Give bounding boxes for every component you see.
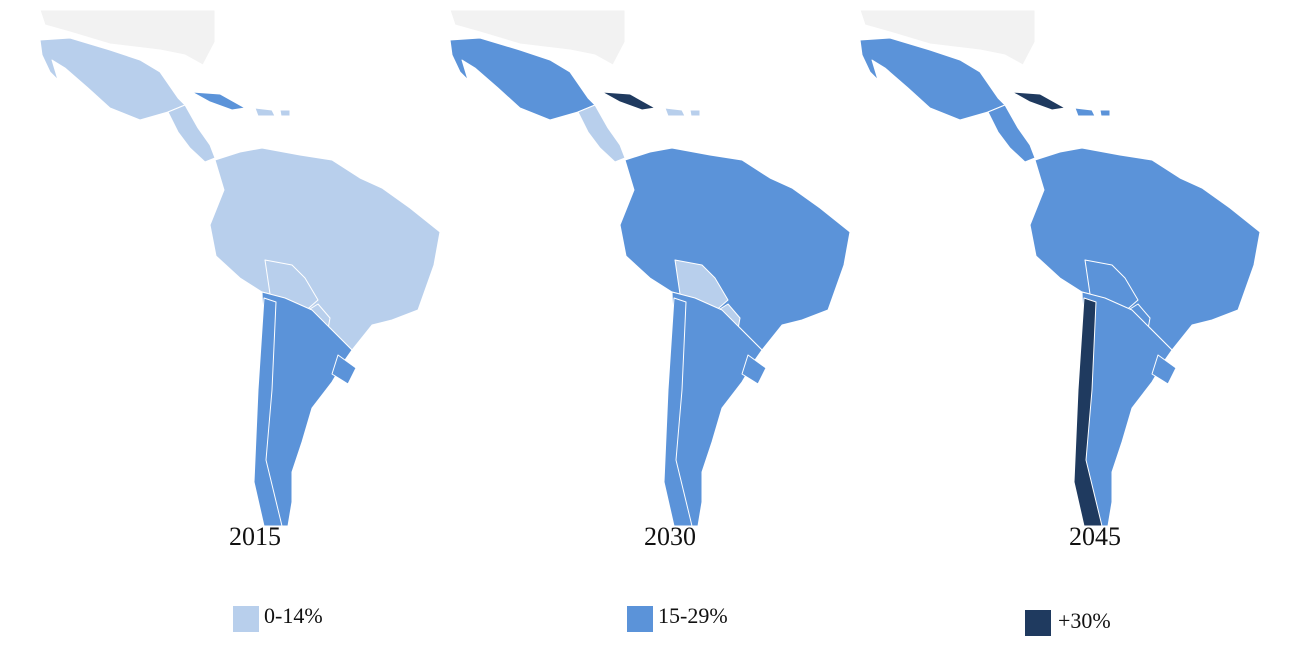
map-label: 2015 xyxy=(229,522,281,551)
region xyxy=(663,297,693,527)
map-label: 2045 xyxy=(1069,522,1121,551)
region xyxy=(859,9,1036,66)
region xyxy=(209,147,441,351)
region xyxy=(331,354,357,385)
legend-label: 15-29% xyxy=(658,603,728,628)
region xyxy=(1011,91,1066,111)
maps xyxy=(39,9,1261,527)
legend-label: 0-14% xyxy=(264,603,323,628)
map xyxy=(859,9,1261,527)
region xyxy=(254,107,291,117)
region xyxy=(39,9,216,66)
legend-swatch xyxy=(1025,610,1051,636)
region xyxy=(601,91,656,111)
region xyxy=(1151,354,1177,385)
region xyxy=(253,297,283,527)
region xyxy=(1029,147,1261,351)
region xyxy=(449,37,596,121)
region xyxy=(449,9,626,66)
region xyxy=(664,107,701,117)
legend-label: +30% xyxy=(1058,608,1111,633)
region xyxy=(577,104,626,163)
region xyxy=(741,354,767,385)
region xyxy=(39,37,186,121)
region xyxy=(987,104,1036,163)
region xyxy=(619,147,851,351)
legend-swatch xyxy=(233,606,259,632)
region xyxy=(859,37,1006,121)
region xyxy=(1073,297,1103,527)
region xyxy=(1074,107,1111,117)
map xyxy=(449,9,851,527)
region xyxy=(191,91,246,111)
legend-swatch xyxy=(627,606,653,632)
map xyxy=(39,9,441,527)
map-label: 2030 xyxy=(644,522,696,551)
region xyxy=(167,104,216,163)
